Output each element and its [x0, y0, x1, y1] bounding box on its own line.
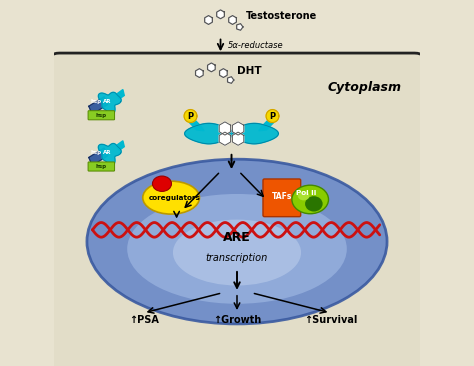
Text: hsp: hsp — [96, 113, 107, 118]
Text: P: P — [269, 112, 275, 120]
Polygon shape — [208, 63, 215, 72]
Text: coregulators: coregulators — [149, 195, 201, 201]
Polygon shape — [117, 90, 124, 99]
Text: Testosterone: Testosterone — [246, 11, 318, 22]
Ellipse shape — [143, 181, 200, 214]
Text: Pol II: Pol II — [296, 190, 316, 196]
Text: transcription: transcription — [206, 253, 268, 263]
Polygon shape — [98, 92, 121, 114]
FancyBboxPatch shape — [88, 162, 115, 171]
Polygon shape — [89, 148, 108, 165]
Polygon shape — [232, 132, 244, 145]
Text: DHT: DHT — [237, 66, 262, 76]
Ellipse shape — [173, 220, 301, 285]
Text: AR: AR — [103, 150, 112, 156]
Circle shape — [184, 109, 197, 122]
Polygon shape — [205, 16, 212, 25]
Text: hsp: hsp — [91, 99, 102, 104]
Polygon shape — [230, 123, 278, 144]
Polygon shape — [232, 122, 244, 135]
Polygon shape — [219, 122, 231, 135]
Ellipse shape — [153, 176, 172, 191]
Text: hsp: hsp — [96, 164, 107, 169]
Polygon shape — [228, 77, 234, 83]
FancyBboxPatch shape — [46, 53, 428, 366]
Circle shape — [266, 109, 279, 122]
Text: Cytoplasm: Cytoplasm — [328, 81, 401, 94]
Ellipse shape — [87, 159, 387, 324]
Polygon shape — [217, 10, 224, 19]
Polygon shape — [237, 24, 243, 30]
Text: P: P — [187, 112, 193, 120]
Text: hsp: hsp — [91, 150, 102, 156]
Ellipse shape — [298, 191, 310, 201]
Text: TAFs: TAFs — [272, 192, 292, 201]
Text: ↑PSA: ↑PSA — [129, 315, 159, 325]
Polygon shape — [196, 69, 203, 78]
Text: ↑Survival: ↑Survival — [304, 315, 357, 325]
Polygon shape — [219, 69, 227, 78]
Text: AR: AR — [103, 99, 112, 104]
Polygon shape — [219, 132, 231, 145]
Polygon shape — [98, 143, 121, 165]
Polygon shape — [117, 141, 124, 150]
Text: ↑Growth: ↑Growth — [213, 315, 261, 325]
Ellipse shape — [292, 185, 328, 214]
Polygon shape — [259, 118, 273, 131]
FancyBboxPatch shape — [263, 179, 301, 217]
FancyBboxPatch shape — [88, 111, 115, 120]
Ellipse shape — [305, 196, 323, 212]
Text: ARE: ARE — [223, 231, 251, 244]
Polygon shape — [229, 16, 237, 25]
Polygon shape — [89, 97, 108, 114]
Ellipse shape — [127, 194, 347, 304]
Text: 5α-reductase: 5α-reductase — [228, 41, 283, 49]
Polygon shape — [185, 123, 233, 144]
Polygon shape — [190, 118, 204, 131]
